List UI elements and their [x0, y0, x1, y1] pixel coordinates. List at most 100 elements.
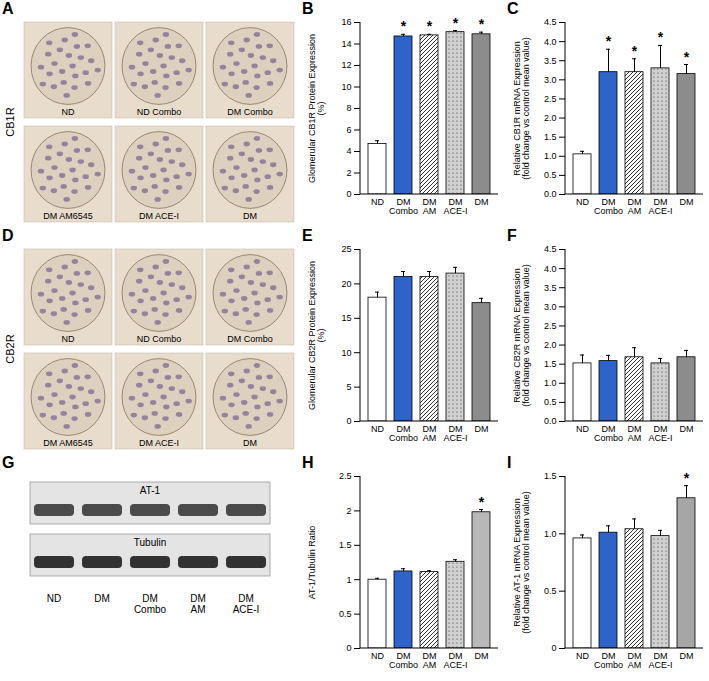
svg-text:3.0: 3.0 — [544, 75, 557, 85]
svg-text:2.5: 2.5 — [544, 321, 557, 331]
svg-text:4.5: 4.5 — [544, 244, 557, 254]
svg-text:2: 2 — [346, 506, 351, 516]
svg-text:1.0: 1.0 — [544, 529, 557, 539]
svg-text:3.5: 3.5 — [544, 283, 557, 293]
svg-text:0: 0 — [346, 416, 351, 426]
svg-text:10: 10 — [341, 82, 351, 92]
svg-text:DMAM: DMAM — [423, 197, 437, 216]
svg-text:8: 8 — [346, 103, 351, 113]
svg-text:2.0: 2.0 — [544, 340, 557, 350]
svg-text:2.5: 2.5 — [339, 471, 352, 481]
svg-text:DM: DM — [680, 651, 694, 661]
svg-text:ND: ND — [371, 651, 384, 661]
svg-text:4.0: 4.0 — [544, 36, 557, 46]
svg-text:3.0: 3.0 — [544, 302, 557, 312]
svg-text:0.5: 0.5 — [544, 397, 557, 407]
svg-text:DMCombo: DMCombo — [389, 651, 418, 670]
svg-text:DM: DM — [680, 424, 694, 434]
svg-text:CB1R: CB1R — [4, 107, 16, 136]
svg-text:DM ACE-I: DM ACE-I — [139, 438, 179, 448]
svg-text:DMCombo: DMCombo — [594, 651, 623, 670]
svg-text:DMACE-I: DMACE-I — [648, 651, 672, 670]
svg-text:1.5: 1.5 — [339, 540, 352, 550]
svg-text:2.0: 2.0 — [544, 113, 557, 123]
svg-text:DMACE-I: DMACE-I — [443, 197, 467, 216]
svg-text:DMACE-I: DMACE-I — [648, 197, 672, 216]
svg-text:DMCombo: DMCombo — [594, 197, 623, 216]
svg-text:Glomerular CB1R Protein Expres: Glomerular CB1R Protein Expression(%) — [307, 34, 326, 183]
svg-text:DMCombo: DMCombo — [134, 593, 167, 615]
svg-text:ND: ND — [371, 424, 384, 434]
svg-text:DM: DM — [94, 593, 110, 604]
svg-text:1.5: 1.5 — [544, 471, 557, 481]
svg-text:1.5: 1.5 — [544, 359, 557, 369]
svg-text:Relative CB1R mRNA Expression(: Relative CB1R mRNA Expression(fold chang… — [512, 37, 531, 180]
svg-text:15: 15 — [341, 313, 351, 323]
svg-text:DM AM6545: DM AM6545 — [43, 438, 93, 448]
svg-text:*: * — [479, 16, 485, 32]
svg-text:20: 20 — [341, 279, 351, 289]
svg-text:DM: DM — [475, 197, 489, 207]
svg-text:4.5: 4.5 — [544, 17, 557, 27]
svg-text:DMCombo: DMCombo — [594, 424, 623, 443]
svg-text:ND: ND — [62, 334, 75, 344]
svg-text:DM Combo: DM Combo — [227, 334, 273, 344]
svg-text:1: 1 — [346, 575, 351, 585]
svg-text:*: * — [632, 43, 638, 59]
svg-text:*: * — [606, 33, 612, 49]
svg-text:0: 0 — [346, 189, 351, 199]
svg-text:5: 5 — [346, 382, 351, 392]
svg-text:DM ACE-I: DM ACE-I — [139, 211, 179, 221]
svg-text:2: 2 — [346, 168, 351, 178]
svg-text:ND: ND — [576, 424, 589, 434]
svg-text:DM: DM — [243, 438, 257, 448]
svg-text:DMACE-I: DMACE-I — [443, 651, 467, 670]
svg-text:*: * — [684, 49, 690, 65]
svg-text:0.5: 0.5 — [339, 609, 352, 619]
svg-text:0.5: 0.5 — [544, 586, 557, 596]
svg-text:DMACE-I: DMACE-I — [648, 424, 672, 443]
svg-text:DMACE-I: DMACE-I — [233, 593, 260, 615]
svg-text:DMAM: DMAM — [190, 593, 206, 615]
svg-text:Relative CB2R mRNA Expression(: Relative CB2R mRNA Expression(fold chang… — [512, 264, 531, 407]
svg-text:ND: ND — [62, 107, 75, 117]
svg-text:16: 16 — [341, 17, 351, 27]
svg-text:1.0: 1.0 — [544, 378, 557, 388]
svg-text:*: * — [658, 29, 664, 45]
svg-text:DM: DM — [475, 424, 489, 434]
svg-text:12: 12 — [341, 60, 351, 70]
svg-text:0.5: 0.5 — [544, 170, 557, 180]
svg-text:Glomerular CB2R Protein Expres: Glomerular CB2R Protein Expression(%) — [307, 261, 326, 410]
svg-text:DMCombo: DMCombo — [389, 197, 418, 216]
svg-text:*: * — [684, 470, 690, 486]
svg-text:25: 25 — [341, 244, 351, 254]
svg-text:0.0: 0.0 — [544, 189, 557, 199]
svg-text:DMAM: DMAM — [628, 197, 642, 216]
svg-text:DMAM: DMAM — [423, 424, 437, 443]
svg-text:AT-1/Tubulin Ratio: AT-1/Tubulin Ratio — [307, 526, 317, 600]
svg-text:*: * — [427, 18, 433, 34]
svg-text:ND: ND — [47, 593, 61, 604]
svg-text:ND: ND — [576, 197, 589, 207]
svg-text:DM: DM — [243, 211, 257, 221]
svg-text:6: 6 — [346, 125, 351, 135]
svg-text:14: 14 — [341, 39, 351, 49]
svg-text:DMACE-I: DMACE-I — [443, 424, 467, 443]
svg-text:2.5: 2.5 — [544, 94, 557, 104]
svg-text:1.5: 1.5 — [544, 132, 557, 142]
svg-text:ND: ND — [576, 651, 589, 661]
svg-text:DM: DM — [475, 651, 489, 661]
svg-text:1.0: 1.0 — [544, 151, 557, 161]
svg-text:DMCombo: DMCombo — [389, 424, 418, 443]
svg-text:DM AM6545: DM AM6545 — [43, 211, 93, 221]
svg-text:Tubulin: Tubulin — [134, 537, 166, 548]
svg-text:*: * — [401, 18, 407, 34]
svg-text:4: 4 — [346, 146, 351, 156]
svg-text:0.0: 0.0 — [544, 416, 557, 426]
svg-text:ND: ND — [371, 197, 384, 207]
svg-text:DMAM: DMAM — [628, 424, 642, 443]
svg-text:4.0: 4.0 — [544, 263, 557, 273]
svg-text:CB2R: CB2R — [4, 334, 16, 363]
svg-text:DM Combo: DM Combo — [227, 107, 273, 117]
svg-text:*: * — [453, 15, 459, 31]
